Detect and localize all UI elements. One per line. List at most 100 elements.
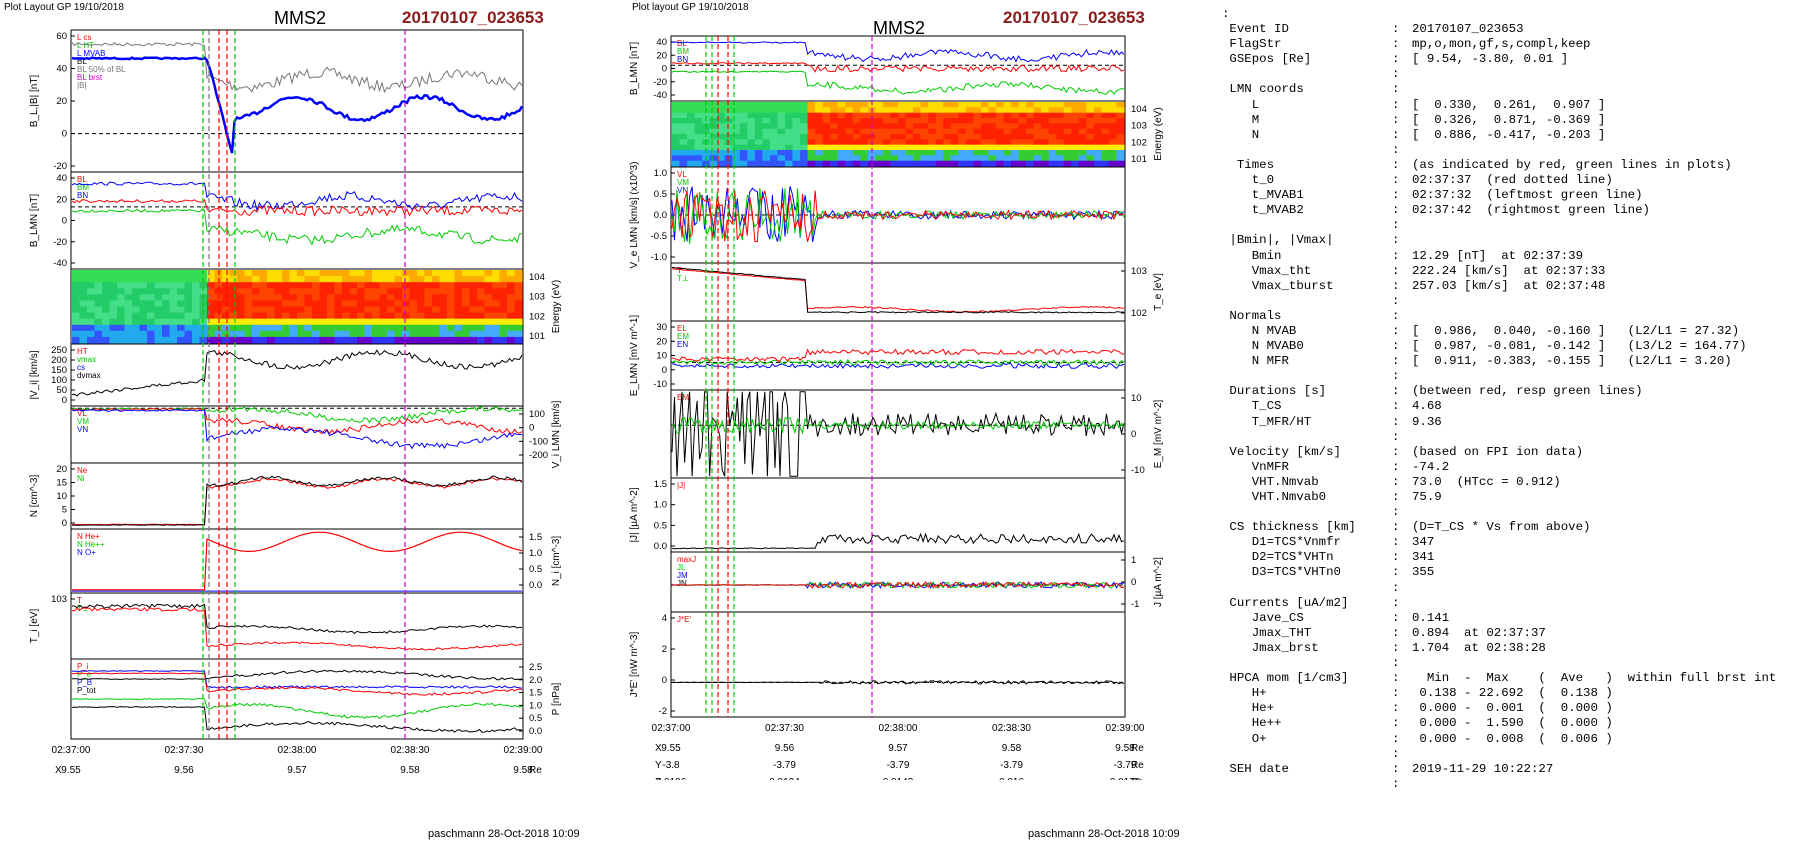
info-row: :: [1222, 294, 1802, 309]
left-series-line: [71, 181, 523, 212]
middle-tick-label: 102: [1131, 308, 1147, 319]
info-row: M: [ 0.326, 0.871, -0.369 ]: [1222, 113, 1802, 128]
middle-tick-label: -0.5: [651, 231, 667, 242]
middle-tick-label: 1.0: [654, 500, 667, 511]
left-ylabel: B_LMN [nT]: [29, 194, 40, 248]
left-tick-label: 0.0: [529, 580, 542, 591]
info-value: 1.704 at 02:38:28: [1412, 640, 1546, 655]
info-colon: :: [1392, 22, 1400, 37]
info-row: CS thickness [km]: (D=T_CS * Vs from abov…: [1222, 520, 1802, 535]
left-legend-entry: BL 50% of BL: [77, 65, 126, 74]
middle-tick-label: 0: [1131, 429, 1136, 440]
info-value: 222.24 [km/s] at 02:37:33: [1412, 263, 1606, 278]
info-colon: :: [1392, 97, 1400, 112]
info-value: 02:37:42 (rightmost green line): [1412, 203, 1650, 218]
middle-tick-label: 40: [656, 37, 667, 48]
info-colon: :: [1392, 248, 1400, 263]
info-row: FlagStr: mp,o,mon,gf,s,compl,keep: [1222, 37, 1802, 52]
middle-tick-label: 0: [662, 675, 667, 686]
middle-pos-value: 0.016: [999, 777, 1024, 780]
middle-ylabel: E_M [mV m^-2]: [1153, 399, 1164, 468]
info-key: t_MVAB2: [1222, 203, 1304, 218]
info-key: VHT.Nmvab0: [1222, 490, 1327, 504]
left-tick-label: -40: [53, 258, 67, 269]
info-key: [1222, 656, 1392, 671]
info-colon: :: [1392, 188, 1400, 203]
left-tick-label: 150: [51, 365, 67, 376]
left-tick-label: -100: [529, 436, 548, 447]
middle-pos-value: 0.0178: [1110, 777, 1141, 780]
left-pos-value: 9.57: [287, 765, 307, 776]
info-key: CS thickness [km]: [1222, 520, 1356, 535]
left-tick-label: 0.0: [529, 726, 542, 737]
middle-legend-entry: T: [677, 266, 682, 275]
middle-header: Plot layout GP 19/10/2018: [632, 2, 749, 13]
left-panel-frame: [70, 528, 524, 594]
left-ylabel: Energy (eV): [551, 280, 562, 333]
left-legend-entry: BL: [77, 175, 87, 184]
info-row: :: [1222, 7, 1802, 22]
left-ylabel: B_L,|B| [nT]: [29, 75, 40, 128]
info-key: [1222, 505, 1392, 520]
info-colon: :: [1392, 384, 1400, 399]
left-series-line: [71, 698, 523, 720]
info-key: Jave_CS: [1222, 610, 1304, 625]
left-tick-label: 103: [51, 594, 67, 605]
middle-legend-entry: EN: [677, 340, 688, 349]
info-key: Normals: [1222, 308, 1282, 323]
middle-series-line: [671, 348, 1125, 362]
left-tick-label: 5: [62, 505, 67, 516]
middle-series-line: [671, 359, 1125, 366]
info-colon: :: [1392, 580, 1400, 595]
event-info-panel: : Event ID:20170107_023653 FlagStr: mp,o,…: [1222, 7, 1802, 792]
middle-panel-frame: [670, 551, 1126, 613]
info-value: 341: [1412, 550, 1435, 565]
middle-footer: paschmann 28-Oct-2018 10:09: [1028, 828, 1180, 840]
left-panel-frame: [70, 343, 524, 407]
info-value: [ 0.326, 0.871, -0.369 ]: [1412, 112, 1606, 127]
middle-pos-value: -3.79: [1114, 760, 1137, 771]
info-colon: :: [1392, 323, 1400, 338]
middle-pos-label: Z: [655, 777, 661, 780]
left-series-line: [71, 349, 523, 397]
middle-tick-label: 0: [662, 365, 667, 376]
info-row: HPCA mom [1/cm3]: Min - Max ( Ave ) with…: [1222, 671, 1802, 686]
info-key: T_CS: [1222, 399, 1282, 414]
left-tick-label: 101: [529, 331, 545, 342]
middle-series-line: [671, 362, 1125, 370]
info-key: N: [1222, 127, 1260, 142]
info-row: L: [ 0.330, 0.261, 0.907 ]: [1222, 98, 1802, 113]
info-colon: :: [1392, 761, 1400, 776]
left-tick-label: 100: [529, 409, 545, 420]
info-key: VHT.Nmvab: [1222, 474, 1319, 489]
middle-legend-entry: EM: [677, 393, 689, 402]
info-row: t_MVAB1:02:37:32 (leftmost green line): [1222, 188, 1802, 203]
left-tick-label: 1.0: [529, 548, 542, 559]
left-tick-label: -20: [53, 237, 67, 248]
left-legend-entry: BM: [77, 183, 89, 192]
middle-legend-entry: VL: [677, 170, 687, 179]
left-tick-label: 20: [56, 96, 67, 107]
left-pos-value: 9.56: [174, 765, 194, 776]
middle-panel-6: 10 0 -10 E_M [mV m^-2] EM: [670, 389, 1164, 479]
info-key: Jmax_brst: [1222, 640, 1319, 655]
info-colon: :: [1392, 656, 1400, 671]
info-colon: :: [1392, 701, 1400, 716]
info-value: [ 9.54, -3.80, 0.01 ]: [1412, 52, 1569, 67]
middle-tick-label: 10: [1131, 393, 1142, 404]
middle-pos-value: 0.0106: [656, 777, 687, 780]
info-value: 2019-11-29 10:22:27: [1412, 761, 1554, 776]
middle-legend-entry: maxJ: [677, 555, 696, 564]
left-time-tick: 02:38:00: [278, 745, 317, 756]
middle-tick-label: -10: [1131, 465, 1145, 476]
middle-ylabel: E_LMN [mV m^-1]: [629, 315, 640, 397]
info-row: T_CS:4.68: [1222, 399, 1802, 414]
info-colon: :: [1392, 490, 1400, 504]
info-colon: :: [1392, 550, 1400, 565]
middle-time-tick: 02:37:30: [765, 723, 804, 734]
left-tick-label: 40: [56, 64, 67, 75]
middle-series-line: [671, 532, 1125, 550]
